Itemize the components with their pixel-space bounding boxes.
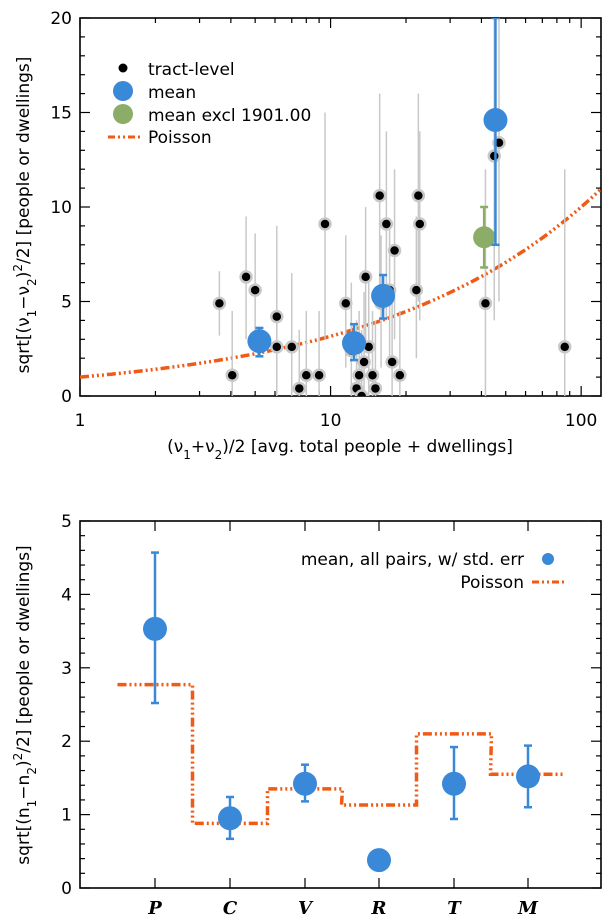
y-tick-label: 5 xyxy=(61,293,72,313)
mean-point-V xyxy=(293,771,317,796)
tract-point xyxy=(225,368,239,382)
chart2-axes-frame xyxy=(79,520,602,889)
tract-point xyxy=(270,340,284,354)
mean-point xyxy=(341,331,366,356)
y-tick-label: 20 xyxy=(50,9,72,29)
mean-point-C xyxy=(218,806,242,831)
legend-tract-marker xyxy=(118,63,128,73)
y-tick-label: 2 xyxy=(61,732,72,752)
x-tick-label: 100 xyxy=(565,411,597,431)
y-axis-label-2: sqrt[(n1−n2)2/2] [people or dwellings] xyxy=(11,545,39,864)
category-label-C: C xyxy=(223,898,238,919)
legend-mean-marker xyxy=(542,553,554,565)
tract-point xyxy=(379,217,394,231)
chart2-legend: mean, all pairs, w/ std. err Poisson xyxy=(301,550,566,593)
tract-point xyxy=(409,283,424,297)
legend-tract-label: tract-level xyxy=(148,60,235,80)
chart1-plot-area: 1 10 100 0 5 10 15 20 tract-level mean mean excl 1… xyxy=(11,9,602,462)
y-tick-label: 3 xyxy=(61,659,72,679)
y-tick-label: 1 xyxy=(61,806,72,826)
x-tick-label: 1 xyxy=(75,411,86,431)
category-label-V: V xyxy=(298,898,314,919)
tract-point xyxy=(339,296,353,311)
tract-point xyxy=(239,270,253,284)
legend-excl-label: mean excl 1901.00 xyxy=(148,106,311,126)
y-tick-label: 0 xyxy=(61,387,72,407)
x-axis-label: (ν1+ν2)/2 [avg. total people + dwellings… xyxy=(167,437,513,462)
legend-excl-marker xyxy=(113,104,133,124)
category-label-T: T xyxy=(447,898,462,919)
tract-point xyxy=(357,355,371,369)
tract-point xyxy=(372,188,387,203)
tract-point xyxy=(393,368,407,382)
tract-point xyxy=(352,368,366,382)
y-tick-label: 0 xyxy=(61,879,72,899)
y-tick-label: 10 xyxy=(50,198,72,218)
y-tick-label: 15 xyxy=(50,104,72,124)
tract-point xyxy=(292,381,307,396)
tract-point xyxy=(285,340,299,354)
tract-point xyxy=(354,389,369,396)
tract-point xyxy=(358,270,373,284)
legend-mean-label: mean xyxy=(148,83,196,103)
tract-point xyxy=(212,296,227,311)
mean-point xyxy=(483,108,508,133)
mean-excl-point xyxy=(473,226,496,249)
tract-point xyxy=(413,217,427,231)
tract-point xyxy=(312,368,326,382)
poisson-step-line xyxy=(117,682,566,826)
legend-poisson-label: Poisson xyxy=(460,573,524,593)
category-label-M: M xyxy=(517,898,539,919)
mean-point-P xyxy=(143,616,167,641)
mean-point-T xyxy=(442,771,466,796)
chart1-data-layer xyxy=(80,18,601,396)
mean-point xyxy=(371,283,396,308)
category-label-R: R xyxy=(371,898,387,919)
tract-point xyxy=(270,309,284,324)
mean-point xyxy=(247,329,272,354)
x-tick-label: 10 xyxy=(320,411,342,431)
category-label-P: P xyxy=(147,898,162,919)
tract-point xyxy=(411,188,426,203)
mean-point-M xyxy=(516,764,540,789)
tract-point xyxy=(478,296,493,311)
tract-point xyxy=(368,381,383,396)
tract-point xyxy=(557,340,572,354)
y-tick-label: 4 xyxy=(61,585,72,605)
tract-point xyxy=(318,217,332,231)
tract-point xyxy=(387,243,402,258)
mean-point-R xyxy=(367,848,391,873)
tract-point xyxy=(299,368,314,382)
poisson-curve xyxy=(80,187,601,379)
y-tick-label: 5 xyxy=(61,512,72,532)
tract-point xyxy=(248,283,262,297)
y-axis-label: sqrt[(ν1−ν2)2/2] [people or dwellings] xyxy=(11,57,39,374)
tract-point xyxy=(365,368,380,382)
legend-mean-label: mean, all pairs, w/ std. err xyxy=(301,550,524,570)
legend-poisson-label: Poisson xyxy=(148,128,212,148)
tract-point xyxy=(385,355,399,369)
legend-mean-marker xyxy=(113,81,133,101)
